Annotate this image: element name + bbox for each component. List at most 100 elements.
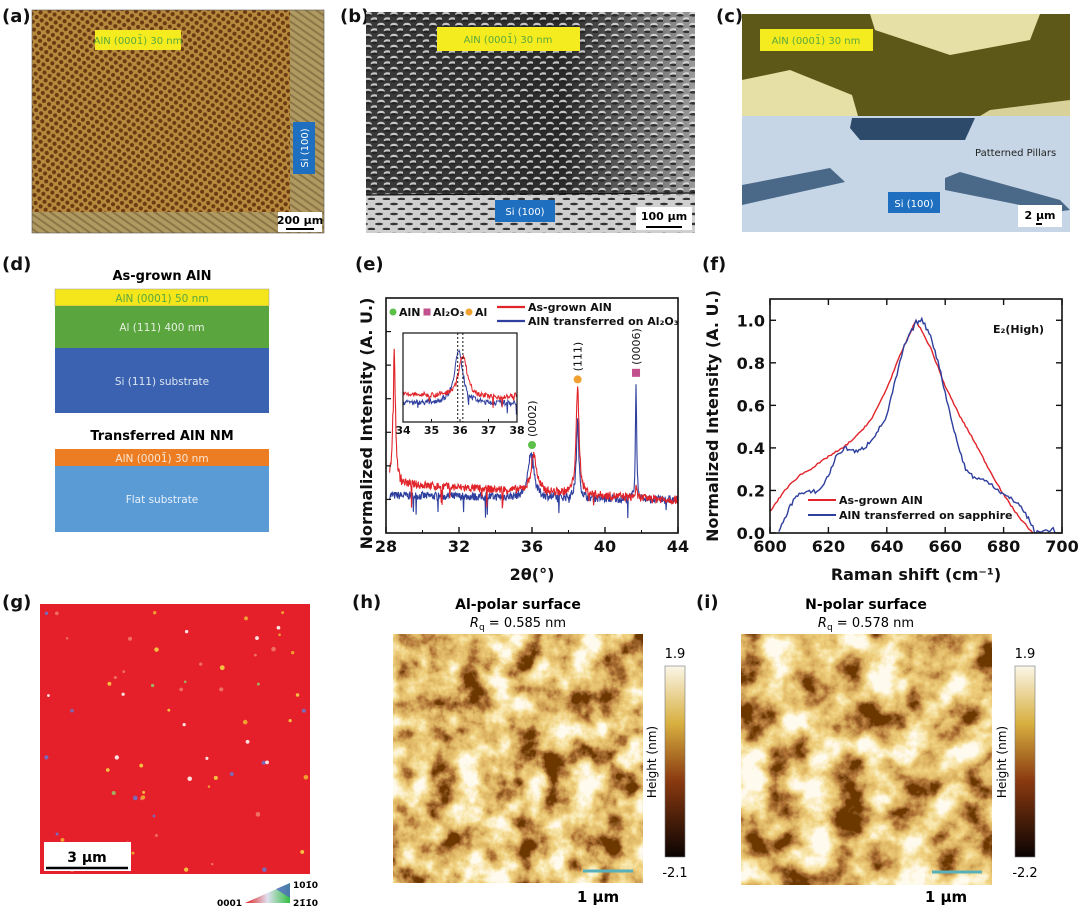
layer-aln-0001: AlN (0001) 50 nm <box>115 293 208 305</box>
peak-marker-1 <box>573 375 582 384</box>
ebsd-grain <box>184 629 189 634</box>
layer-si-substrate: Si (111) substrate <box>115 376 209 388</box>
ebsd-grain <box>167 708 171 712</box>
y-axis-label: Normalized Intensity (A. U.) <box>357 298 376 550</box>
inset-x-tick-label: 34 <box>395 424 411 437</box>
ebsd-grain <box>150 683 155 688</box>
raman-series-line-0 <box>770 318 1034 533</box>
raman-axes-frame <box>769 298 1063 534</box>
scale-bar-box-b <box>636 207 692 230</box>
raman-series-line-1 <box>778 316 1057 533</box>
ebsd-grain <box>113 676 117 680</box>
x-tick-label: 640 <box>870 537 903 556</box>
substrate-label-c: Si (100) <box>894 199 933 210</box>
legend-series-label-1: AlN transferred on Al₂O₃ <box>528 315 679 328</box>
x-tick-label: 28 <box>375 537 397 556</box>
ebsd-grain <box>187 776 192 782</box>
layer-flat-substrate: Flat substrate <box>126 494 199 506</box>
substrate-label-b: Si (100) <box>505 207 544 218</box>
legend-label-1: Al₂O₃ <box>433 306 464 319</box>
inset-x-tick-label: 35 <box>424 424 439 437</box>
ebsd-grain <box>255 636 259 640</box>
ebsd-grain <box>44 755 49 760</box>
ebsd-grain <box>65 637 69 640</box>
panel-label-h: (h) <box>352 592 381 613</box>
peak-marker-0 <box>528 441 536 450</box>
scale-bar-c: 2 µm <box>1024 209 1055 222</box>
ebsd-grain <box>179 687 184 692</box>
substrate-label-box-a <box>293 122 315 174</box>
ebsd-grain <box>219 665 225 671</box>
ebsd-map <box>40 604 310 874</box>
inset-background <box>403 333 517 422</box>
ebsd-grain <box>121 692 125 696</box>
colorbar-min-h: -2.1 <box>662 866 687 881</box>
scale-bar-b: 100 µm <box>641 210 687 223</box>
panel-label-a: (a) <box>2 6 31 27</box>
inset-x-tick-label: 36 <box>452 424 468 437</box>
colorbar-min-i: -2.2 <box>1012 866 1037 881</box>
ebsd-grain <box>70 708 74 713</box>
inset-plot-area <box>403 349 517 415</box>
y-tick-label: 1.0 <box>737 311 765 330</box>
scale-bar-i: 1 µm <box>925 888 967 906</box>
ebsd-grain <box>244 616 248 621</box>
ebsd-grain <box>182 723 186 727</box>
scale-bar-g: 3 µm <box>67 850 107 866</box>
panel-label-b: (b) <box>340 6 369 27</box>
ebsd-grain <box>229 772 234 777</box>
inset-x-tick-label: 37 <box>481 424 496 437</box>
colorbar-max-h: 1.9 <box>665 647 686 662</box>
panel-label-i: (i) <box>696 592 719 613</box>
panel-label-g: (g) <box>2 592 31 613</box>
ebsd-grain <box>265 760 269 765</box>
ebsd-grain <box>105 768 110 772</box>
ebsd-grain <box>47 694 50 697</box>
inset-series-line-0 <box>403 354 517 408</box>
colorbar-i <box>1014 665 1036 858</box>
colorbar-h <box>664 665 686 858</box>
x-tick-label: 620 <box>812 537 845 556</box>
ebsd-grain <box>114 755 119 760</box>
ipf-key-blue-corner <box>276 883 290 898</box>
scale-bar-box-a <box>278 212 322 232</box>
ebsd-grain <box>139 763 144 768</box>
ebsd-grain <box>107 681 112 686</box>
x-tick-label: 36 <box>521 537 543 556</box>
y-tick-label: 0.0 <box>737 524 765 543</box>
panel-label-c: (c) <box>716 6 743 27</box>
ebsd-grain <box>288 719 292 723</box>
layer-stack-as-grown <box>54 288 270 413</box>
ebsd-grain <box>153 611 157 615</box>
ebsd-grain <box>278 633 281 637</box>
film-label-box-b <box>437 27 580 51</box>
ebsd-grain <box>213 775 218 780</box>
peak-label-0: (0002) <box>526 400 539 437</box>
afm-title-h: Al-polar surface <box>455 597 581 613</box>
ebsd-grain <box>60 838 65 842</box>
ebsd-grain <box>290 650 295 655</box>
film-label-box-a <box>95 30 181 50</box>
scale-bar-box-g <box>44 842 131 871</box>
ipf-corner-10-10: 101̄0 <box>293 881 318 891</box>
stack-title-as-grown: As-grown AlN <box>112 269 211 284</box>
film-label-box-c <box>760 29 873 51</box>
ebsd-grain <box>141 795 146 800</box>
colorbar-label-i: Height (nm) <box>995 726 1009 798</box>
ebsd-grain <box>184 867 189 872</box>
film-label-c: AlN (0001̄) 30 nm <box>772 34 861 47</box>
rq-h: Rq = 0.585 nm <box>470 616 566 633</box>
peak-annotation: E₂(High) <box>993 323 1044 336</box>
ebsd-grain <box>154 647 159 652</box>
peak-label-2: (0006) <box>630 328 643 365</box>
raman-plot-area <box>770 316 1057 533</box>
xrd-plot-area <box>389 348 678 519</box>
ebsd-grain <box>152 814 156 818</box>
ebsd-grain <box>128 636 133 641</box>
x-tick-label: 660 <box>928 537 961 556</box>
ebsd-grain <box>131 851 135 855</box>
x-tick-label: 680 <box>987 537 1020 556</box>
legend-marker-1 <box>423 308 431 316</box>
peak-marker-2 <box>632 368 641 377</box>
